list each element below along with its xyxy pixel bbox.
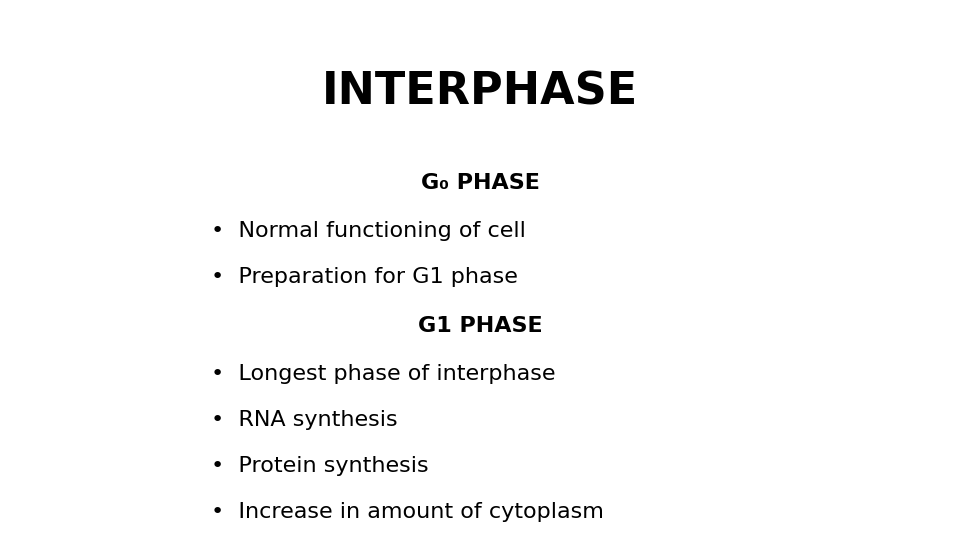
Text: •  Preparation for G1 phase: • Preparation for G1 phase (211, 267, 518, 287)
Text: •  RNA synthesis: • RNA synthesis (211, 410, 397, 430)
Text: •  Increase in amount of cytoplasm: • Increase in amount of cytoplasm (211, 502, 604, 522)
Text: G1 PHASE: G1 PHASE (418, 316, 542, 336)
Text: •  Longest phase of interphase: • Longest phase of interphase (211, 364, 556, 384)
Text: •  Normal functioning of cell: • Normal functioning of cell (211, 221, 526, 241)
Text: INTERPHASE: INTERPHASE (322, 70, 638, 113)
Text: G₀ PHASE: G₀ PHASE (420, 173, 540, 193)
Text: •  Protein synthesis: • Protein synthesis (211, 456, 429, 476)
